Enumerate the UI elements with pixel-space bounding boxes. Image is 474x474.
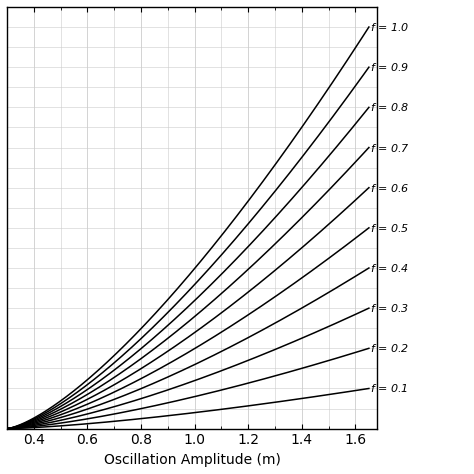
Text: $f$ = 0.8: $f$ = 0.8 [370,101,410,113]
Text: $f$ = 0.5: $f$ = 0.5 [370,222,410,234]
Text: $f$ = 0.3: $f$ = 0.3 [370,302,410,314]
Text: $f$ = 0.6: $f$ = 0.6 [370,182,410,194]
Text: $f$ = 0.4: $f$ = 0.4 [370,262,410,274]
X-axis label: Oscillation Amplitude (m): Oscillation Amplitude (m) [103,453,281,467]
Text: $f$ = 0.9: $f$ = 0.9 [370,61,410,73]
Text: $f$ = 0.7: $f$ = 0.7 [370,142,410,154]
Text: $f$ = 0.2: $f$ = 0.2 [370,342,410,355]
Text: $f$ = 1.0: $f$ = 1.0 [370,21,410,33]
Text: $f$ = 0.1: $f$ = 0.1 [370,383,409,394]
